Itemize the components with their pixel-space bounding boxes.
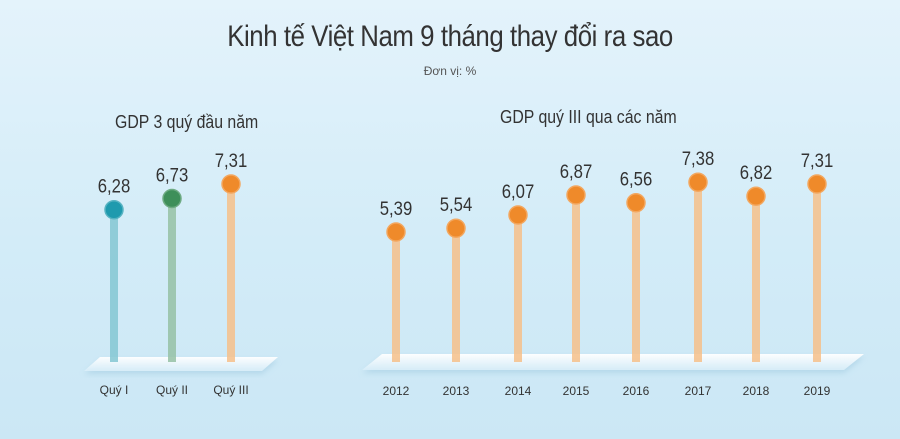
chart-title-gdp-quarters: GDP 3 quý đầu năm xyxy=(115,112,259,132)
value-label-2016: 6,56 xyxy=(620,169,653,190)
dot-2012 xyxy=(386,222,406,242)
value-label-2015: 6,87 xyxy=(560,161,593,182)
x-label-Quý III: Quý III xyxy=(213,383,248,397)
dot-Quý III xyxy=(221,174,241,194)
stem-Quý III xyxy=(227,184,235,362)
x-label-2015: 2015 xyxy=(563,384,590,398)
x-label-2014: 2014 xyxy=(505,384,532,398)
dot-2018 xyxy=(746,186,766,206)
stem-2019 xyxy=(813,184,821,362)
value-label-Quý II: 6,73 xyxy=(156,165,189,186)
dot-Quý II xyxy=(162,188,182,209)
value-label-2019: 7,31 xyxy=(801,150,834,171)
x-label-2013: 2013 xyxy=(443,384,470,398)
chart-title-gdp-q3-years: GDP quý III qua các năm xyxy=(500,107,677,127)
x-label-Quý II: Quý II xyxy=(156,383,188,397)
dot-Quý I xyxy=(104,200,124,220)
dot-2016 xyxy=(626,193,646,213)
dot-2019 xyxy=(807,174,827,194)
x-label-2019: 2019 xyxy=(804,384,831,398)
page-title: Kinh tế Việt Nam 9 tháng thay đổi ra sao xyxy=(227,20,673,53)
stem-Quý II xyxy=(168,198,176,362)
value-label-Quý III: 7,31 xyxy=(215,150,248,171)
value-label-2018: 6,82 xyxy=(740,162,773,183)
stem-2016 xyxy=(632,202,640,362)
dot-2014 xyxy=(508,205,528,225)
dot-2017 xyxy=(688,172,708,192)
value-label-2013: 5,54 xyxy=(440,194,473,215)
value-label-2014: 6,07 xyxy=(502,181,535,202)
x-label-2017: 2017 xyxy=(685,384,712,398)
stem-2017 xyxy=(694,182,702,362)
value-label-2012: 5,39 xyxy=(380,198,413,219)
stem-2014 xyxy=(514,215,522,362)
x-label-2016: 2016 xyxy=(623,384,650,398)
unit-label: Đơn vị: % xyxy=(423,64,477,78)
stem-2018 xyxy=(752,196,760,362)
value-label-Quý I: 6,28 xyxy=(98,176,131,197)
x-label-Quý I: Quý I xyxy=(100,383,129,397)
platform-right xyxy=(362,354,864,370)
stem-2012 xyxy=(392,232,400,362)
x-label-2012: 2012 xyxy=(383,384,410,398)
stem-Quý I xyxy=(110,209,118,362)
value-label-2017: 7,38 xyxy=(682,148,715,169)
dot-2013 xyxy=(446,218,466,238)
stem-2013 xyxy=(452,228,460,362)
x-label-2018: 2018 xyxy=(743,384,770,398)
stem-2015 xyxy=(572,195,580,362)
dot-2015 xyxy=(566,185,586,205)
